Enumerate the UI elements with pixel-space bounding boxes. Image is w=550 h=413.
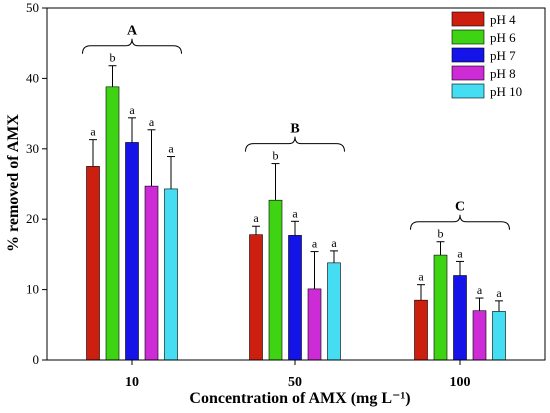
bar <box>414 299 428 361</box>
bar <box>268 199 283 361</box>
legend-label: pH 7 <box>490 48 516 63</box>
bar <box>144 185 159 361</box>
y-axis-title: % removed of AMX <box>5 114 22 252</box>
significance-letter: a <box>496 286 502 300</box>
significance-letter: a <box>331 236 337 250</box>
bar <box>249 234 263 361</box>
significance-letter: a <box>129 103 135 117</box>
legend-swatch <box>451 47 485 63</box>
bar <box>472 310 487 361</box>
group-letter: C <box>455 200 465 215</box>
significance-letter: b <box>273 149 279 163</box>
legend-label: pH 8 <box>490 66 516 81</box>
legend-label: pH 6 <box>490 30 516 45</box>
significance-letter: a <box>418 270 424 284</box>
bar <box>105 86 120 361</box>
group-letter: B <box>290 122 299 137</box>
bar <box>86 166 100 361</box>
bar <box>492 311 506 361</box>
significance-letter: a <box>477 283 483 297</box>
y-tick-label: 10 <box>26 282 39 297</box>
group-brace <box>82 38 182 54</box>
bar <box>327 262 341 361</box>
bar <box>125 142 139 361</box>
x-tick-label: 10 <box>125 375 139 390</box>
group-brace <box>410 214 510 230</box>
significance-letter: a <box>168 142 174 156</box>
significance-letter: b <box>438 227 444 241</box>
x-tick-label: 50 <box>288 375 302 390</box>
significance-letter: a <box>149 115 155 129</box>
legend: pH 4 pH 6 pH 7 pH 8 pH 10 <box>451 11 522 99</box>
legend-label: pH 4 <box>490 12 516 27</box>
plot-frame <box>46 7 546 361</box>
y-tick-label: 30 <box>26 141 39 156</box>
y-tick-label: 40 <box>26 70 39 85</box>
x-tick-label: 100 <box>450 375 471 390</box>
legend-label: pH 10 <box>490 84 522 99</box>
significance-letter: a <box>90 125 96 139</box>
legend-swatch <box>451 29 485 45</box>
significance-letter: a <box>312 237 318 251</box>
bar <box>164 188 178 361</box>
x-axis-title: Concentration of AMX (mg L⁻¹) <box>189 390 410 407</box>
significance-letter: a <box>253 211 259 225</box>
bar <box>453 275 467 361</box>
significance-letter: a <box>292 206 298 220</box>
legend-swatch <box>451 11 485 27</box>
y-tick-label: 50 <box>26 0 39 15</box>
group-letter: A <box>127 24 138 39</box>
y-tick-label: 20 <box>26 211 39 226</box>
legend-swatch <box>451 83 485 99</box>
bar <box>307 288 322 361</box>
y-tick-label: 0 <box>33 352 40 367</box>
bar <box>433 254 448 361</box>
significance-letter: b <box>110 51 116 65</box>
group-brace <box>245 136 345 152</box>
legend-swatch <box>451 65 485 81</box>
bar <box>288 235 302 361</box>
significance-letter: a <box>457 246 463 260</box>
